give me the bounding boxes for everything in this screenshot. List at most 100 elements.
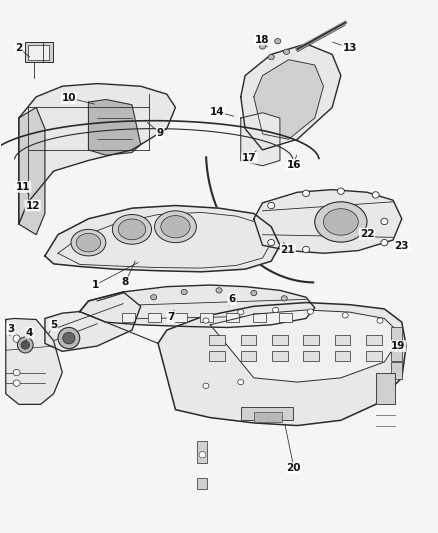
Ellipse shape [18,337,33,353]
Polygon shape [88,100,141,155]
Ellipse shape [71,229,106,256]
Ellipse shape [381,218,388,224]
Polygon shape [158,303,406,425]
Ellipse shape [181,289,187,295]
Polygon shape [19,108,45,235]
Ellipse shape [315,202,367,242]
Ellipse shape [303,246,310,253]
Bar [272,335,288,345]
Bar [197,441,207,463]
Ellipse shape [13,380,20,386]
Ellipse shape [281,296,287,301]
Bar [241,351,256,361]
Text: 22: 22 [360,229,374,239]
Ellipse shape [268,54,274,60]
Ellipse shape [58,327,80,349]
Ellipse shape [13,369,20,376]
Ellipse shape [203,318,209,323]
Polygon shape [45,292,141,351]
Bar [304,335,319,345]
Bar [335,335,350,345]
Text: 18: 18 [254,35,269,45]
Ellipse shape [377,318,383,323]
Bar [200,313,213,321]
Bar [148,313,161,321]
Text: 17: 17 [242,153,257,163]
Bar [391,362,402,379]
Bar [391,327,402,344]
Ellipse shape [342,313,348,318]
Text: 7: 7 [167,312,175,322]
Bar [122,313,135,321]
Text: 3: 3 [7,324,14,334]
Text: 12: 12 [25,200,40,211]
Text: 11: 11 [16,182,30,192]
Bar [241,335,256,345]
Ellipse shape [238,310,244,315]
Polygon shape [6,318,62,405]
Ellipse shape [272,308,279,313]
Bar [304,351,319,361]
Polygon shape [254,60,323,139]
Polygon shape [254,190,402,253]
Ellipse shape [337,188,344,195]
Ellipse shape [21,341,30,349]
Ellipse shape [199,451,206,458]
Polygon shape [45,206,280,272]
Bar [226,313,240,321]
Bar [272,351,288,361]
Ellipse shape [155,211,196,243]
Text: 6: 6 [229,294,236,304]
Ellipse shape [251,290,257,296]
Polygon shape [241,44,341,150]
Bar [254,413,282,422]
Ellipse shape [76,233,101,252]
Ellipse shape [203,383,209,389]
Bar [335,351,350,361]
Text: 23: 23 [395,241,409,252]
Bar [241,407,293,420]
Bar [197,478,207,489]
Polygon shape [19,84,176,224]
Bar [376,373,395,405]
Text: 14: 14 [209,107,224,117]
Ellipse shape [268,239,275,246]
Ellipse shape [161,216,190,238]
Text: 9: 9 [157,128,164,138]
Ellipse shape [372,192,379,198]
Ellipse shape [283,49,290,54]
Bar [366,351,382,361]
Bar [391,344,402,361]
Polygon shape [241,113,280,166]
Text: 19: 19 [391,341,406,351]
Text: 4: 4 [26,328,33,338]
Ellipse shape [13,335,20,342]
Bar [209,335,225,345]
Text: 2: 2 [15,43,22,53]
Bar [209,351,225,361]
Text: 5: 5 [50,320,57,330]
Ellipse shape [216,288,222,293]
Ellipse shape [381,239,388,246]
Bar [28,45,49,60]
Bar [366,335,382,345]
Bar [25,42,53,62]
Bar [174,313,187,321]
Text: 13: 13 [343,43,357,53]
Ellipse shape [303,190,310,197]
Text: 1: 1 [92,280,99,290]
Text: 16: 16 [286,160,301,169]
Polygon shape [210,310,402,382]
Text: 10: 10 [62,93,76,103]
Ellipse shape [275,38,281,44]
Ellipse shape [268,203,275,209]
Text: 8: 8 [122,277,129,287]
Text: 21: 21 [280,245,295,255]
Ellipse shape [323,209,358,235]
Ellipse shape [113,215,152,244]
Ellipse shape [307,309,314,314]
Text: 20: 20 [286,463,301,473]
Bar [279,313,292,321]
Bar [253,313,265,321]
Ellipse shape [238,379,244,385]
